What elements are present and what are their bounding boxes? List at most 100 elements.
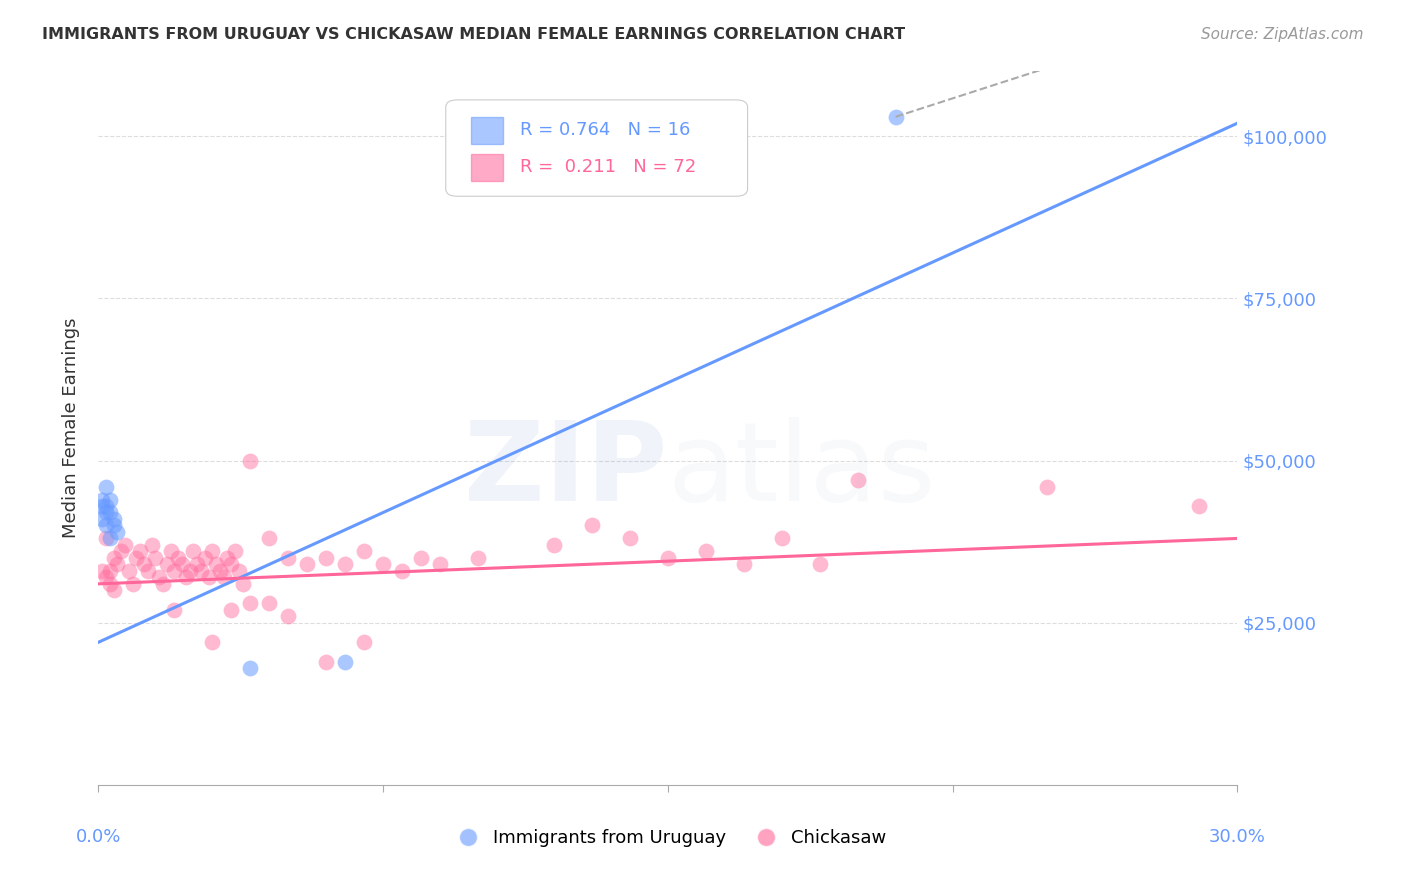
Point bbox=[371, 558, 394, 572]
Point bbox=[98, 506, 121, 520]
Point bbox=[205, 558, 228, 572]
Point bbox=[183, 544, 205, 558]
Text: atlas: atlas bbox=[668, 417, 936, 524]
Text: IMMIGRANTS FROM URUGUAY VS CHICKASAW MEDIAN FEMALE EARNINGS CORRELATION CHART: IMMIGRANTS FROM URUGUAY VS CHICKASAW MED… bbox=[42, 27, 905, 42]
Point bbox=[163, 564, 186, 578]
Point bbox=[152, 577, 174, 591]
Text: R = 0.764   N = 16: R = 0.764 N = 16 bbox=[520, 121, 690, 139]
Point bbox=[543, 538, 565, 552]
Point bbox=[91, 564, 114, 578]
Point bbox=[118, 564, 141, 578]
Point bbox=[581, 518, 603, 533]
Point bbox=[91, 492, 114, 507]
Point bbox=[259, 532, 281, 546]
Point bbox=[808, 558, 831, 572]
Point bbox=[239, 453, 262, 467]
Point bbox=[208, 564, 231, 578]
Point bbox=[179, 564, 201, 578]
Point bbox=[297, 558, 319, 572]
Point bbox=[733, 558, 755, 572]
Point bbox=[429, 558, 451, 572]
Point bbox=[619, 532, 641, 546]
Text: 30.0%: 30.0% bbox=[1209, 828, 1265, 846]
Point bbox=[148, 570, 170, 584]
Point bbox=[170, 558, 193, 572]
Point bbox=[657, 550, 679, 565]
Point bbox=[121, 577, 143, 591]
Point bbox=[190, 564, 212, 578]
Point bbox=[217, 550, 239, 565]
Point bbox=[98, 492, 121, 507]
Y-axis label: Median Female Earnings: Median Female Earnings bbox=[62, 318, 80, 539]
Point bbox=[125, 550, 148, 565]
Point bbox=[228, 564, 250, 578]
Point bbox=[315, 655, 337, 669]
Point bbox=[156, 558, 179, 572]
Point bbox=[411, 550, 433, 565]
Point bbox=[174, 570, 197, 584]
Point bbox=[159, 544, 181, 558]
Point bbox=[103, 518, 125, 533]
Point bbox=[277, 550, 299, 565]
Point bbox=[129, 544, 152, 558]
Point bbox=[94, 506, 117, 520]
Point bbox=[91, 499, 114, 513]
Point bbox=[98, 577, 121, 591]
Point bbox=[467, 550, 489, 565]
Point bbox=[1188, 499, 1211, 513]
Point bbox=[141, 538, 163, 552]
Point bbox=[201, 544, 224, 558]
Bar bbox=[471, 117, 503, 144]
Point bbox=[232, 577, 254, 591]
Point bbox=[695, 544, 717, 558]
Point bbox=[391, 564, 413, 578]
Point bbox=[145, 550, 167, 565]
Point bbox=[239, 661, 262, 675]
Point bbox=[186, 558, 208, 572]
Text: R =  0.211   N = 72: R = 0.211 N = 72 bbox=[520, 159, 696, 177]
Point bbox=[194, 550, 217, 565]
Point bbox=[277, 609, 299, 624]
Point bbox=[94, 570, 117, 584]
Point bbox=[353, 635, 375, 649]
Point bbox=[221, 558, 243, 572]
Point bbox=[94, 479, 117, 493]
Point bbox=[110, 544, 132, 558]
Point bbox=[353, 544, 375, 558]
Point bbox=[224, 544, 246, 558]
Point bbox=[259, 596, 281, 610]
Point bbox=[201, 635, 224, 649]
Point bbox=[136, 564, 159, 578]
Point bbox=[212, 570, 235, 584]
Point bbox=[107, 524, 129, 539]
Point bbox=[132, 558, 155, 572]
Point bbox=[335, 655, 357, 669]
Point bbox=[197, 570, 219, 584]
Text: 0.0%: 0.0% bbox=[76, 828, 121, 846]
Point bbox=[884, 110, 907, 124]
Text: Source: ZipAtlas.com: Source: ZipAtlas.com bbox=[1201, 27, 1364, 42]
Point bbox=[94, 532, 117, 546]
Point bbox=[221, 603, 243, 617]
Point bbox=[98, 532, 121, 546]
Point bbox=[94, 518, 117, 533]
Point bbox=[103, 550, 125, 565]
Point bbox=[98, 564, 121, 578]
Point bbox=[239, 596, 262, 610]
Point bbox=[846, 473, 869, 487]
Point bbox=[163, 603, 186, 617]
Point bbox=[1036, 479, 1059, 493]
Point bbox=[770, 532, 793, 546]
Point bbox=[167, 550, 190, 565]
Legend: Immigrants from Uruguay, Chickasaw: Immigrants from Uruguay, Chickasaw bbox=[443, 822, 893, 855]
Point bbox=[91, 512, 114, 526]
Bar bbox=[471, 153, 503, 181]
Point bbox=[94, 499, 117, 513]
Point bbox=[114, 538, 136, 552]
Text: ZIP: ZIP bbox=[464, 417, 668, 524]
Point bbox=[315, 550, 337, 565]
Point bbox=[103, 583, 125, 598]
Point bbox=[107, 558, 129, 572]
Point bbox=[335, 558, 357, 572]
Point bbox=[103, 512, 125, 526]
